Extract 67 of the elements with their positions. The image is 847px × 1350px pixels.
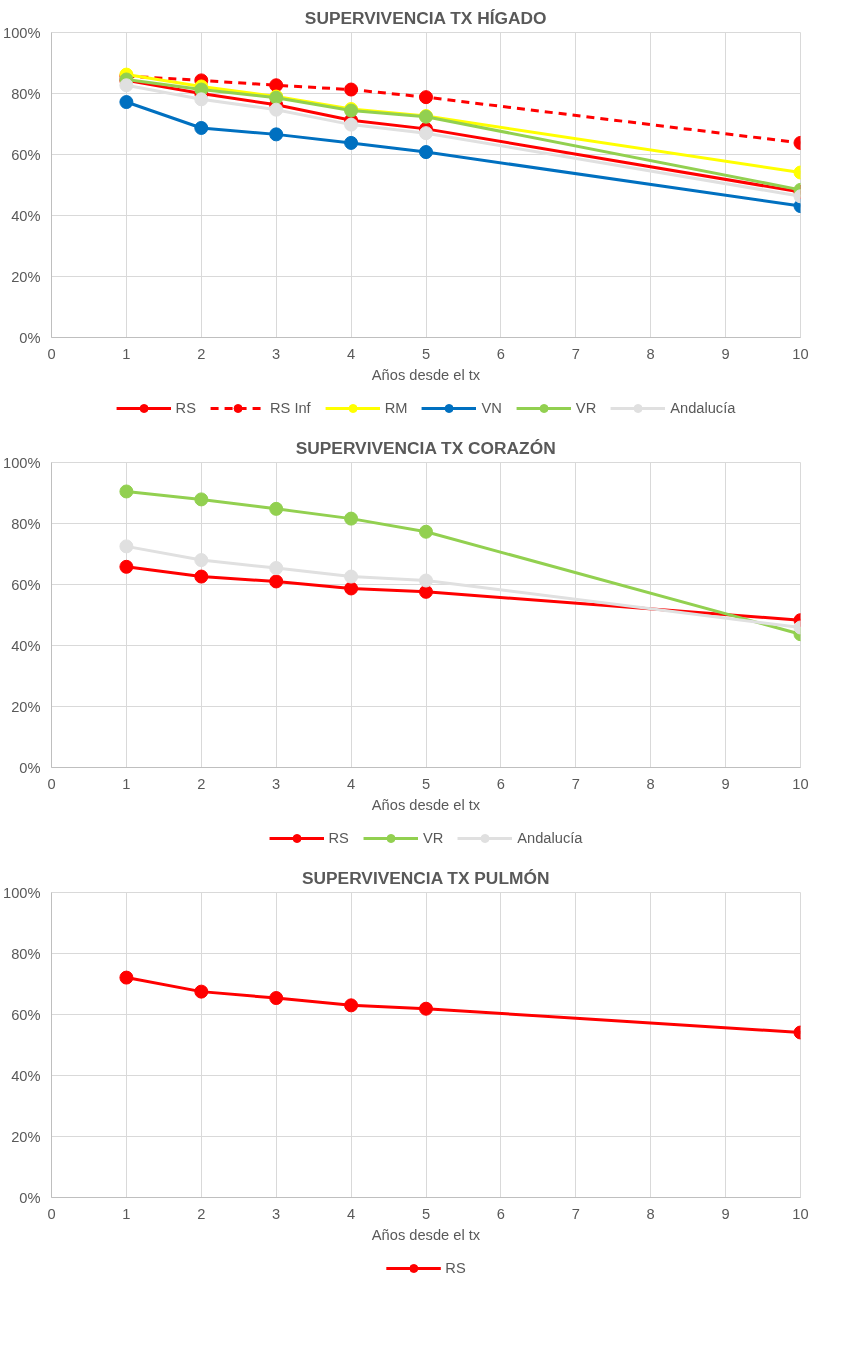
y-tick-label: 60% bbox=[11, 576, 41, 593]
x-axis-title: Años desde el tx bbox=[371, 796, 481, 813]
x-tick-label: 10 bbox=[792, 1205, 809, 1222]
x-tick-label: 6 bbox=[496, 345, 505, 362]
x-axis-title: Años desde el tx bbox=[371, 366, 481, 383]
y-tick-label: 80% bbox=[11, 945, 41, 962]
x-tick-label: 5 bbox=[421, 345, 431, 362]
x-tick-label: 6 bbox=[496, 1205, 505, 1222]
legend-label: VR bbox=[575, 399, 597, 416]
x-tick-label: 8 bbox=[646, 1205, 655, 1222]
x-tick-label: 3 bbox=[272, 345, 281, 362]
x-tick-label: 10 bbox=[792, 345, 809, 362]
legend-label: RS Inf bbox=[269, 399, 311, 416]
y-tick-label: 80% bbox=[11, 85, 41, 102]
chart-title: SUPERVIVENCIA TX CORAZÓN bbox=[295, 437, 556, 458]
y-tick-label: 0% bbox=[19, 1189, 41, 1206]
y-tick-label: 40% bbox=[11, 637, 41, 654]
x-tick-label: 3 bbox=[272, 775, 281, 792]
x-tick-label: 5 bbox=[421, 1205, 431, 1222]
y-tick-label: 100% bbox=[3, 884, 41, 901]
x-tick-label: 1 bbox=[122, 1205, 131, 1222]
x-tick-label: 0 bbox=[47, 775, 56, 792]
x-tick-label: 4 bbox=[347, 1205, 356, 1222]
y-tick-label: 40% bbox=[11, 207, 41, 224]
x-axis-title: Años desde el tx bbox=[371, 1226, 481, 1243]
x-tick-label: 4 bbox=[347, 775, 356, 792]
x-tick-label: 9 bbox=[721, 775, 730, 792]
y-tick-label: 80% bbox=[11, 515, 41, 532]
x-tick-label: 9 bbox=[721, 1205, 730, 1222]
x-tick-label: 1 bbox=[122, 345, 131, 362]
legend-label: Andalucía bbox=[517, 829, 583, 846]
y-tick-label: 20% bbox=[11, 268, 41, 285]
chart-title: SUPERVIVENCIA TX HÍGADO bbox=[304, 7, 547, 28]
x-tick-label: 8 bbox=[646, 345, 655, 362]
y-tick-label: 40% bbox=[11, 1067, 41, 1084]
legend-label: VR bbox=[422, 829, 444, 846]
x-tick-label: 10 bbox=[792, 775, 809, 792]
x-tick-label: 6 bbox=[496, 775, 505, 792]
x-tick-label: 7 bbox=[571, 1205, 580, 1222]
y-tick-label: 20% bbox=[11, 1128, 41, 1145]
chart-title: SUPERVIVENCIA TX PULMÓN bbox=[301, 867, 550, 888]
legend-label: RM bbox=[384, 399, 408, 416]
x-tick-label: 4 bbox=[347, 345, 356, 362]
x-tick-label: 0 bbox=[47, 345, 56, 362]
x-tick-label: 2 bbox=[197, 1205, 206, 1222]
x-tick-label: 5 bbox=[421, 775, 431, 792]
x-tick-label: 9 bbox=[721, 345, 730, 362]
y-tick-label: 0% bbox=[19, 759, 41, 776]
x-tick-label: 3 bbox=[272, 1205, 281, 1222]
legend-label: RS bbox=[175, 399, 196, 416]
legend-label: RS bbox=[328, 829, 349, 846]
x-tick-label: 2 bbox=[197, 345, 206, 362]
x-tick-label: 0 bbox=[47, 1205, 56, 1222]
legend-label: Andalucía bbox=[670, 399, 736, 416]
y-tick-label: 100% bbox=[3, 454, 41, 471]
x-tick-label: 7 bbox=[571, 775, 580, 792]
x-tick-label: 2 bbox=[197, 775, 206, 792]
x-tick-label: 1 bbox=[122, 775, 131, 792]
y-tick-label: 60% bbox=[11, 146, 41, 163]
x-tick-label: 8 bbox=[646, 775, 655, 792]
y-tick-label: 0% bbox=[19, 329, 41, 346]
y-tick-label: 100% bbox=[3, 24, 41, 41]
y-tick-label: 60% bbox=[11, 1006, 41, 1023]
y-tick-label: 20% bbox=[11, 698, 41, 715]
x-tick-label: 7 bbox=[571, 345, 580, 362]
legend-label: RS bbox=[445, 1259, 466, 1276]
legend-label: VN bbox=[481, 399, 502, 416]
